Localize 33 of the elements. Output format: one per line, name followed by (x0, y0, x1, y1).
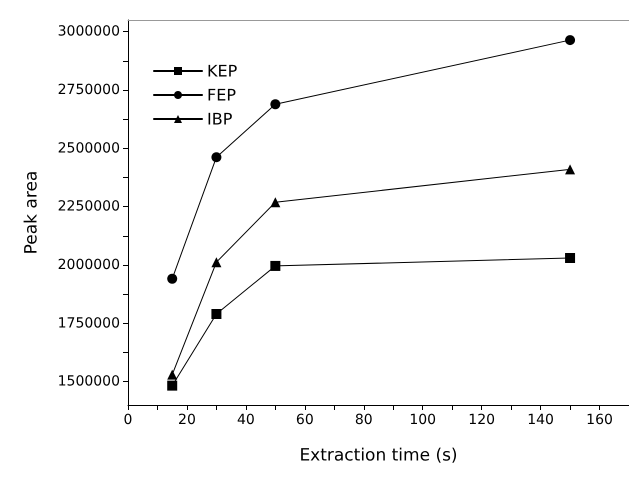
x-axis-title: Extraction time (s) (299, 446, 458, 466)
x-tick-label: 20 (178, 412, 196, 428)
y-tick-label: 2500000 (58, 140, 120, 156)
point (270, 99, 280, 110)
point (211, 257, 222, 268)
point (211, 152, 222, 162)
point (167, 380, 178, 391)
point (211, 309, 222, 319)
x-tick-label: 100 (409, 412, 436, 428)
y-tick-label: 3000000 (58, 24, 120, 40)
point (565, 164, 576, 174)
x-tick-label: 140 (527, 412, 554, 428)
point (167, 370, 178, 380)
legend-label: FEP (207, 86, 236, 104)
point (270, 197, 280, 208)
point (565, 35, 576, 46)
x-tick-label: 60 (296, 412, 314, 428)
y-tick-label: 1500000 (58, 374, 120, 390)
point (270, 260, 280, 271)
x-tick-label: 160 (586, 412, 613, 428)
y-tick-label: 1750000 (58, 315, 120, 332)
x-tick-label: 80 (354, 412, 373, 428)
x-tick-label: 120 (468, 412, 496, 428)
y-tick-label: 2250000 (58, 198, 120, 215)
x-tick-label: 0 (124, 412, 132, 428)
legend-label: KEP (207, 62, 238, 80)
y-tick-label: 2750000 (58, 82, 120, 98)
x-tick-label: 40 (236, 412, 255, 428)
point (167, 274, 178, 284)
point (565, 253, 576, 263)
legend-label: IBP (207, 110, 233, 128)
y-tick-label: 2000000 (58, 257, 120, 273)
y-axis-title: Peak area (22, 170, 42, 254)
